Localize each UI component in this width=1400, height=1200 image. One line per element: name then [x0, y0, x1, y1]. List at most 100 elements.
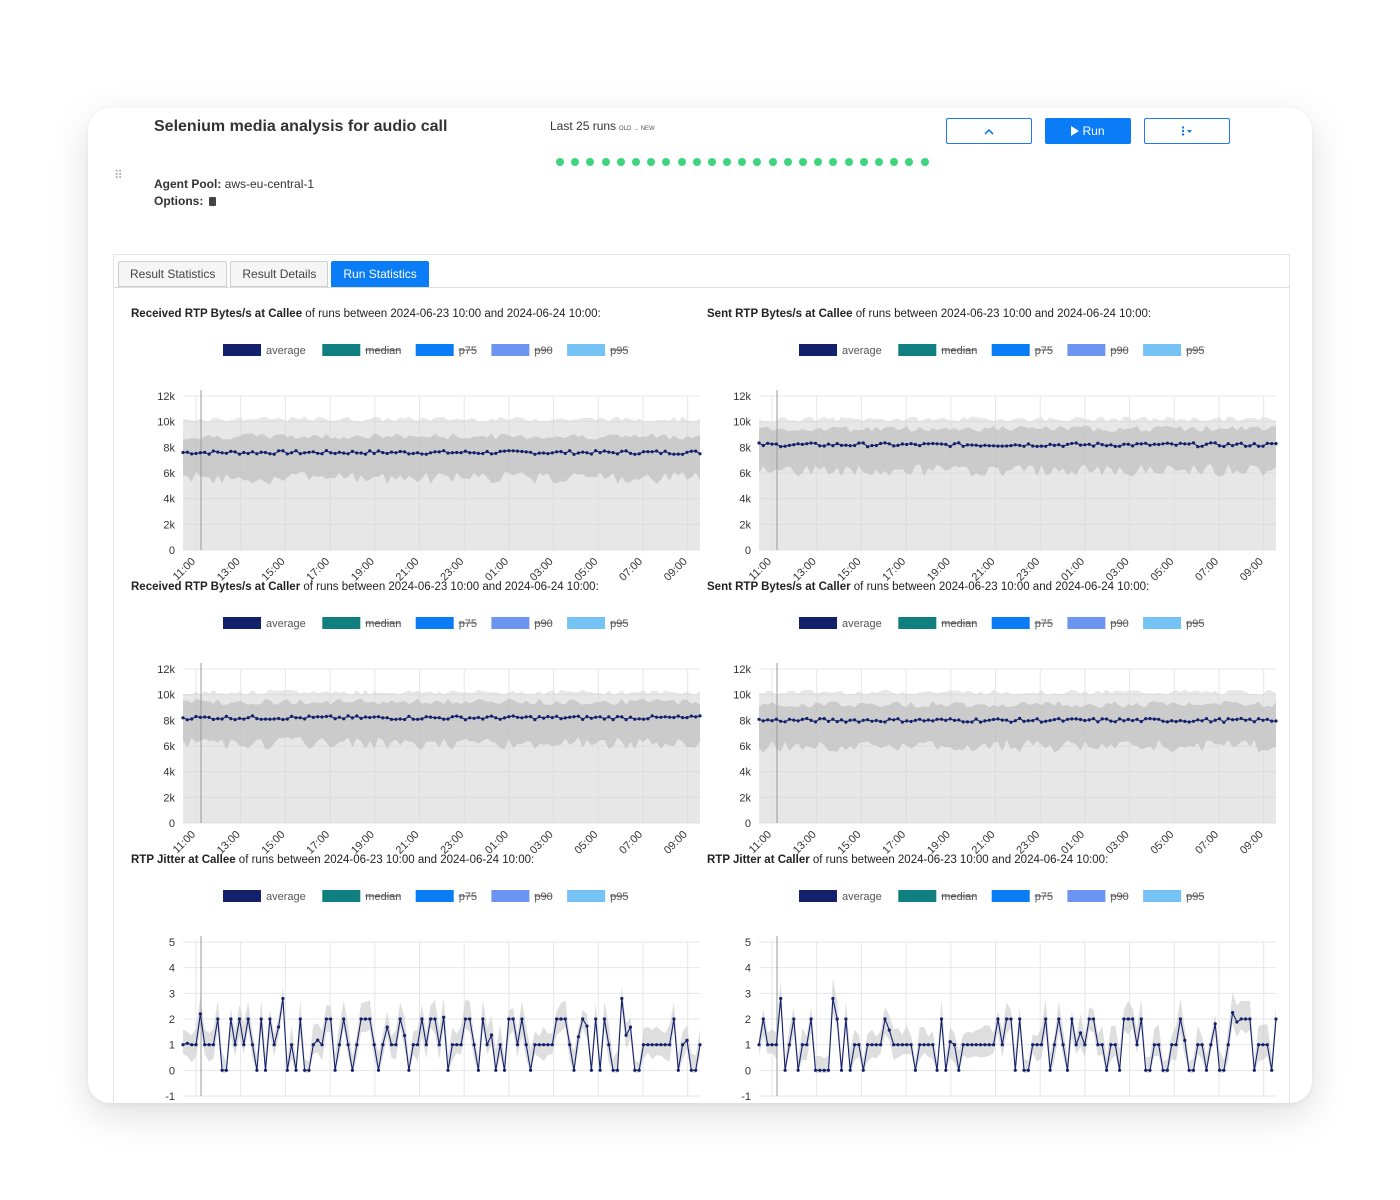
series-point[interactable] [931, 719, 935, 723]
series-point[interactable] [442, 717, 446, 721]
series-point[interactable] [1270, 1068, 1274, 1072]
series-point[interactable] [839, 718, 844, 722]
series-point[interactable] [926, 442, 930, 446]
series-point[interactable] [185, 450, 189, 454]
series-point[interactable] [250, 450, 255, 454]
series-point[interactable] [1231, 444, 1235, 448]
series-point[interactable] [194, 451, 198, 456]
series-point[interactable] [822, 444, 826, 448]
series-point[interactable] [874, 718, 878, 723]
series-point[interactable] [481, 451, 485, 456]
legend-item[interactable]: median [322, 890, 401, 903]
series-point[interactable] [1113, 444, 1117, 448]
series-point[interactable] [1148, 717, 1152, 721]
legend-item[interactable]: median [322, 617, 401, 630]
series-point[interactable] [663, 1043, 667, 1047]
series-point[interactable] [628, 1025, 633, 1029]
series-point[interactable] [403, 717, 407, 722]
series-point[interactable] [329, 1017, 333, 1021]
series-point[interactable] [524, 715, 528, 719]
series-point[interactable] [485, 1043, 489, 1047]
series-point[interactable] [792, 443, 796, 447]
series-point[interactable] [446, 451, 450, 455]
series-point[interactable] [766, 718, 770, 722]
series-point[interactable] [1187, 1068, 1191, 1072]
run-status-dot[interactable] [783, 158, 792, 166]
legend-item[interactable]: average [223, 617, 306, 630]
series-point[interactable] [905, 442, 909, 447]
series-point[interactable] [298, 716, 302, 720]
series-point[interactable] [861, 1068, 865, 1072]
series-point[interactable] [237, 452, 242, 456]
series-point[interactable] [883, 441, 887, 445]
series-point[interactable] [568, 449, 572, 453]
series-point[interactable] [385, 716, 389, 720]
series-point[interactable] [900, 720, 904, 724]
series-point[interactable] [1105, 717, 1109, 721]
series-point[interactable] [1265, 1043, 1269, 1047]
series-point[interactable] [844, 1017, 848, 1021]
series-point[interactable] [874, 443, 878, 448]
series-point[interactable] [250, 714, 255, 718]
series-point[interactable] [1274, 442, 1278, 446]
series-point[interactable] [641, 717, 646, 721]
series-point[interactable] [689, 1068, 693, 1072]
series-point[interactable] [585, 451, 589, 455]
series-point[interactable] [1052, 1043, 1056, 1047]
series-point[interactable] [1074, 441, 1078, 445]
series-point[interactable] [259, 1017, 263, 1021]
series-point[interactable] [1191, 1068, 1196, 1072]
legend-item[interactable]: p95 [1143, 890, 1204, 903]
series-point[interactable] [1152, 1043, 1156, 1047]
series-point[interactable] [879, 719, 883, 724]
series-point[interactable] [311, 1043, 315, 1047]
series-point[interactable] [442, 1015, 446, 1019]
series-point[interactable] [979, 444, 983, 448]
series-point[interactable] [211, 717, 215, 721]
series-point[interactable] [1131, 1017, 1135, 1021]
series-point[interactable] [1022, 719, 1026, 723]
series-point[interactable] [507, 449, 511, 453]
series-point[interactable] [272, 1043, 276, 1047]
series-point[interactable] [1152, 717, 1156, 721]
series-point[interactable] [866, 1043, 870, 1047]
series-point[interactable] [1244, 444, 1248, 448]
series-point[interactable] [463, 1017, 467, 1021]
series-point[interactable] [303, 1068, 307, 1072]
series-point[interactable] [611, 1068, 615, 1072]
series-point[interactable] [650, 450, 654, 454]
series-point[interactable] [216, 1017, 220, 1021]
series-point[interactable] [190, 717, 194, 721]
run-status-dot[interactable] [799, 158, 807, 166]
series-point[interactable] [883, 1017, 887, 1021]
series-point[interactable] [646, 717, 650, 721]
legend-item[interactable]: p90 [1067, 617, 1129, 630]
series-point[interactable] [818, 1068, 822, 1072]
series-point[interactable] [974, 717, 978, 721]
legend-item[interactable]: p75 [991, 890, 1053, 903]
series-point[interactable] [216, 450, 220, 454]
series-point[interactable] [1039, 444, 1043, 448]
series-point[interactable] [359, 451, 363, 455]
series-point[interactable] [1031, 719, 1035, 723]
series-point[interactable] [1096, 1043, 1100, 1047]
series-point[interactable] [1052, 443, 1056, 447]
series-point[interactable] [1070, 1017, 1074, 1021]
series-point[interactable] [1057, 1017, 1061, 1021]
series-point[interactable] [394, 451, 398, 455]
series-point[interactable] [918, 444, 922, 448]
series-point[interactable] [1270, 442, 1274, 446]
series-point[interactable] [853, 1043, 857, 1047]
series-point[interactable] [268, 452, 272, 456]
series-point[interactable] [800, 442, 804, 446]
series-point[interactable] [1257, 444, 1261, 448]
series-point[interactable] [433, 450, 437, 454]
series-point[interactable] [489, 1033, 494, 1037]
series-point[interactable] [255, 1068, 259, 1072]
series-point[interactable] [633, 717, 637, 721]
series-point[interactable] [1165, 441, 1169, 445]
series-point[interactable] [1083, 443, 1087, 447]
series-point[interactable] [672, 1017, 676, 1021]
series-point[interactable] [281, 449, 285, 453]
